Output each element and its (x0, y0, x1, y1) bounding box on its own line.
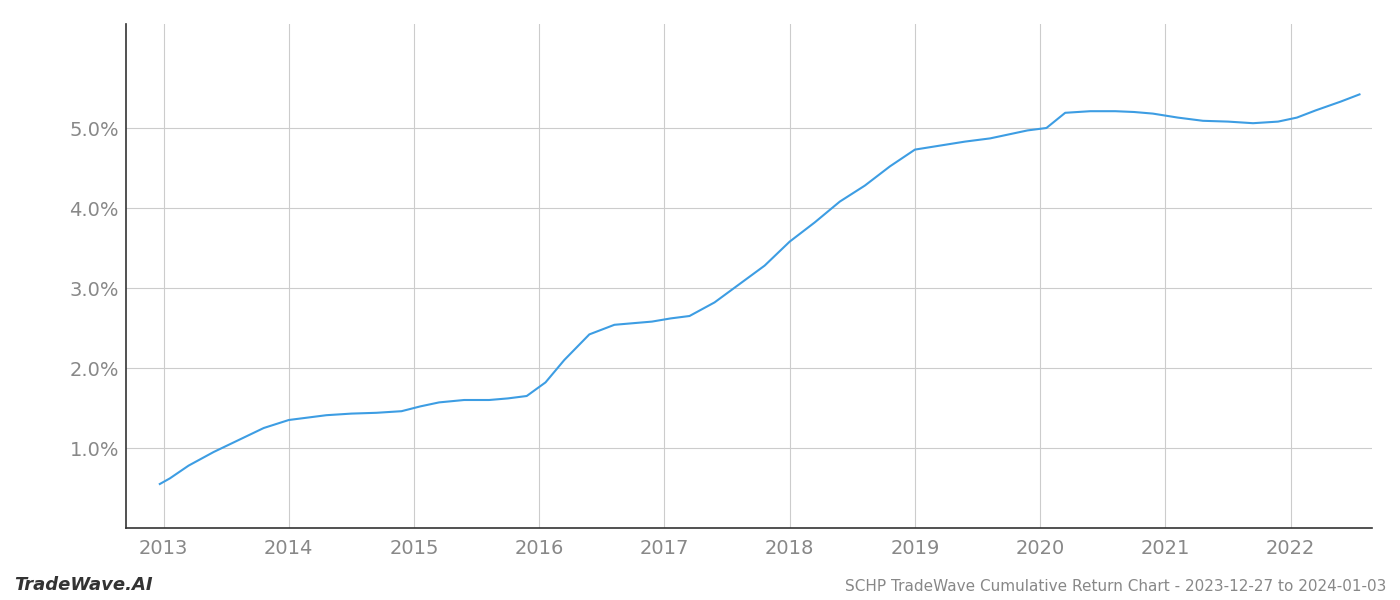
Text: SCHP TradeWave Cumulative Return Chart - 2023-12-27 to 2024-01-03: SCHP TradeWave Cumulative Return Chart -… (844, 579, 1386, 594)
Text: TradeWave.AI: TradeWave.AI (14, 576, 153, 594)
